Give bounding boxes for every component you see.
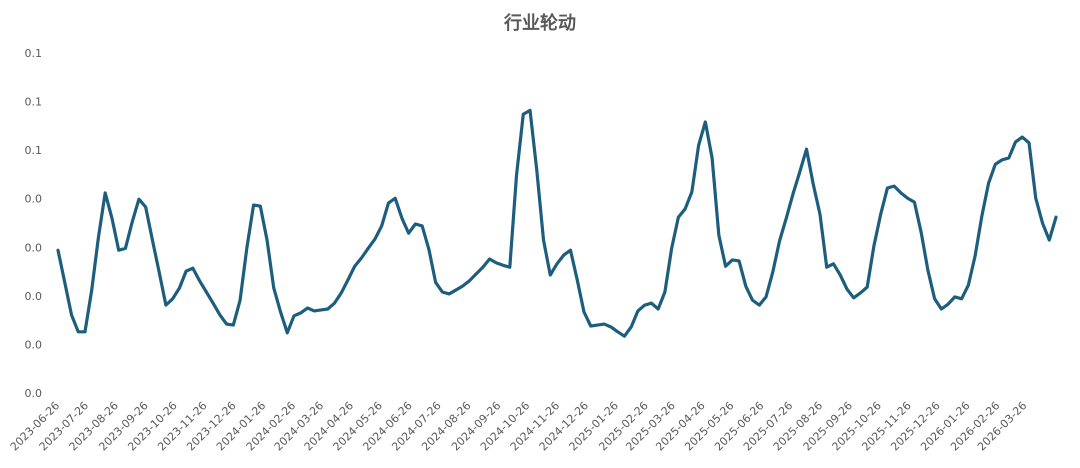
y-tick-label: 0.1 [25, 47, 43, 60]
chart-title: 行业轮动 [503, 12, 576, 34]
y-tick-label: 0.0 [25, 387, 43, 400]
y-tick-label: 0.0 [25, 338, 43, 351]
y-tick-label: 0.0 [25, 290, 43, 303]
data-line [56, 108, 1058, 338]
y-tick-label: 0.0 [25, 241, 43, 254]
y-tick-label: 0.1 [25, 96, 43, 109]
y-tick-label: 0.1 [25, 144, 43, 157]
y-tick-label: 0.0 [25, 193, 43, 206]
